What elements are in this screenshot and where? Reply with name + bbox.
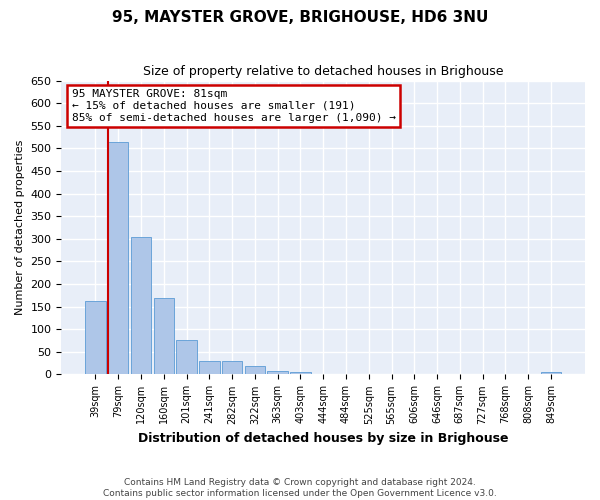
Bar [176,340,197,374]
Bar [245,366,265,374]
Text: Contains HM Land Registry data © Crown copyright and database right 2024.
Contai: Contains HM Land Registry data © Crown c… [103,478,497,498]
Text: 95, MAYSTER GROVE, BRIGHOUSE, HD6 3NU: 95, MAYSTER GROVE, BRIGHOUSE, HD6 3NU [112,10,488,25]
Bar [222,361,242,374]
Bar [290,372,311,374]
Bar [154,298,174,374]
Bar [131,236,151,374]
Title: Size of property relative to detached houses in Brighouse: Size of property relative to detached ho… [143,65,503,78]
Bar [541,372,561,374]
Bar [108,142,128,374]
Bar [268,372,288,374]
Text: 95 MAYSTER GROVE: 81sqm
← 15% of detached houses are smaller (191)
85% of semi-d: 95 MAYSTER GROVE: 81sqm ← 15% of detache… [72,90,396,122]
Y-axis label: Number of detached properties: Number of detached properties [15,140,25,315]
Bar [85,300,106,374]
Bar [199,361,220,374]
X-axis label: Distribution of detached houses by size in Brighouse: Distribution of detached houses by size … [138,432,508,445]
